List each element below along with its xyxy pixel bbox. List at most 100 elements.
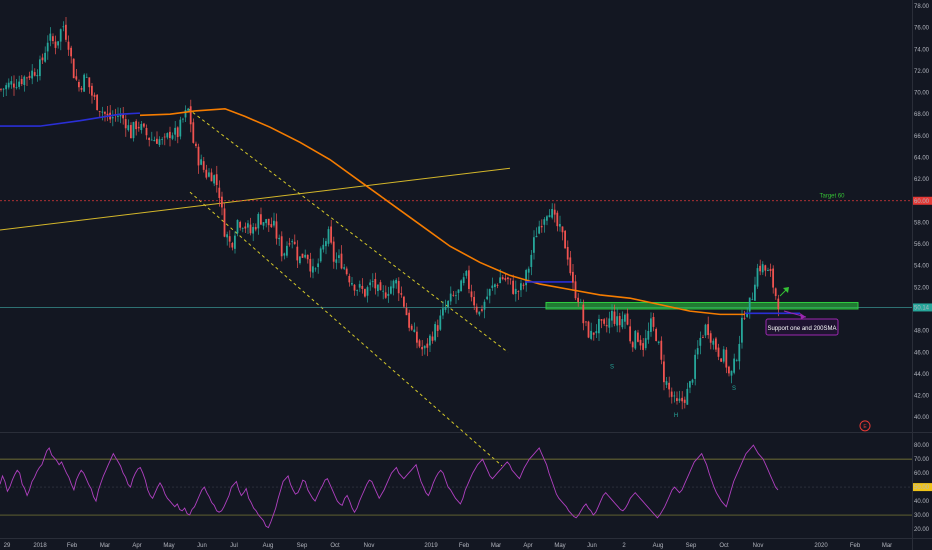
candle bbox=[278, 237, 280, 240]
candle bbox=[15, 87, 18, 89]
candle bbox=[231, 242, 234, 248]
candle bbox=[730, 370, 733, 376]
candle bbox=[67, 41, 70, 50]
candle bbox=[777, 298, 780, 310]
candle bbox=[418, 340, 421, 347]
price-axis-bg bbox=[913, 0, 932, 432]
oscillator-line bbox=[0, 444, 779, 529]
candle bbox=[124, 119, 127, 129]
candle bbox=[265, 219, 267, 224]
candle bbox=[639, 339, 642, 346]
candle bbox=[618, 316, 621, 326]
candle bbox=[772, 268, 774, 288]
candle bbox=[72, 58, 75, 79]
candle bbox=[605, 325, 608, 327]
candle bbox=[169, 131, 171, 138]
candle bbox=[249, 224, 252, 234]
candle bbox=[743, 317, 746, 319]
price-tick-label: 54.00 bbox=[914, 264, 930, 270]
candle bbox=[189, 106, 192, 125]
candle bbox=[117, 115, 119, 117]
candle bbox=[546, 216, 548, 221]
candle bbox=[696, 348, 699, 355]
candle bbox=[205, 169, 208, 178]
candle bbox=[449, 293, 452, 302]
candle bbox=[345, 268, 348, 275]
oscillator-panel[interactable] bbox=[0, 444, 912, 529]
target-price-tag bbox=[913, 196, 932, 205]
candle bbox=[501, 277, 504, 279]
candle bbox=[161, 139, 163, 140]
time-tick-label: Oct bbox=[719, 543, 729, 549]
time-tick-label: Sep bbox=[686, 543, 697, 549]
oscillator-axis[interactable]: 80.00 70.00 60.00 40.00 30.00 20.00 50.00 bbox=[913, 433, 932, 538]
time-axis[interactable]: 29 2018 Feb Mar Apr May Jun Jul Aug Sep Oct Nov 2019… bbox=[4, 543, 893, 549]
candle bbox=[140, 123, 143, 131]
candle bbox=[587, 321, 590, 338]
candle bbox=[286, 245, 288, 256]
candle bbox=[499, 277, 501, 284]
candle bbox=[621, 319, 624, 328]
candle bbox=[270, 224, 273, 228]
candle bbox=[509, 278, 512, 280]
price-tick-label: 58.00 bbox=[914, 220, 930, 226]
candle bbox=[535, 235, 538, 238]
candle bbox=[309, 258, 312, 272]
candle bbox=[579, 301, 582, 303]
candle bbox=[431, 336, 434, 341]
price-panel[interactable]: Target 60 Support one and 200SMA S H S E bbox=[0, 17, 912, 467]
candle bbox=[507, 277, 509, 280]
price-tick-label: 74.00 bbox=[914, 47, 930, 53]
price-tick-label: 66.00 bbox=[914, 134, 930, 140]
candle bbox=[478, 311, 481, 315]
candle bbox=[374, 279, 377, 289]
candle bbox=[455, 295, 457, 297]
oscillator-tick-label: 30.00 bbox=[914, 513, 930, 519]
price-tick-label: 62.00 bbox=[914, 177, 930, 183]
time-tick-label: Feb bbox=[850, 543, 861, 549]
candle bbox=[301, 253, 304, 258]
candle bbox=[197, 146, 200, 166]
candle bbox=[158, 139, 161, 146]
candle bbox=[119, 114, 122, 117]
candle bbox=[111, 117, 114, 119]
candle bbox=[262, 222, 265, 226]
candle bbox=[751, 299, 754, 301]
candle bbox=[572, 271, 574, 283]
candle bbox=[182, 118, 184, 120]
candle bbox=[774, 288, 777, 297]
candle bbox=[226, 234, 228, 238]
candle bbox=[171, 135, 174, 139]
candle bbox=[2, 88, 5, 90]
candle bbox=[260, 214, 262, 225]
candle bbox=[210, 172, 213, 182]
candle bbox=[540, 226, 543, 228]
time-tick-label: May bbox=[554, 543, 565, 549]
candle bbox=[239, 221, 241, 228]
candle bbox=[470, 291, 473, 298]
candle bbox=[223, 208, 226, 237]
candle bbox=[585, 321, 587, 323]
candle bbox=[296, 246, 299, 261]
candle bbox=[761, 264, 764, 273]
price-axis[interactable]: 78.00 76.00 74.00 72.00 70.00 68.00 66.00 64.00… bbox=[913, 0, 932, 432]
candle bbox=[738, 343, 741, 362]
candle bbox=[96, 94, 98, 111]
candle bbox=[254, 227, 257, 230]
candles bbox=[0, 17, 780, 410]
candle bbox=[127, 125, 130, 131]
candle bbox=[150, 139, 153, 141]
candle bbox=[137, 126, 140, 129]
time-tick-label: Nov bbox=[753, 543, 764, 549]
candle bbox=[689, 381, 691, 388]
price-tick-label: 42.00 bbox=[914, 394, 930, 400]
candle bbox=[257, 213, 260, 229]
candle bbox=[551, 208, 553, 218]
candle bbox=[312, 266, 314, 273]
candle bbox=[468, 270, 470, 289]
price-tick-label: 78.00 bbox=[914, 4, 930, 10]
candle bbox=[769, 269, 772, 272]
candle bbox=[314, 268, 317, 270]
